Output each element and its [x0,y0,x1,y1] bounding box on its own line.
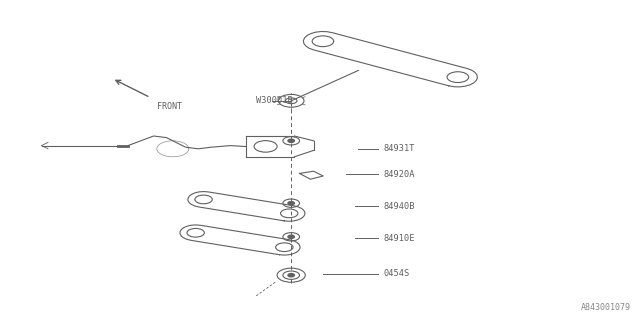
Text: FRONT: FRONT [157,102,182,111]
Text: 84920A: 84920A [384,170,415,179]
Text: 84940B: 84940B [384,202,415,211]
Circle shape [288,274,294,277]
Text: W30001B: W30001B [256,96,292,105]
Text: 84910E: 84910E [384,234,415,243]
Circle shape [288,202,294,205]
Circle shape [288,139,294,142]
Circle shape [288,235,294,238]
Text: A843001079: A843001079 [580,303,630,312]
Text: 84931T: 84931T [384,144,415,153]
Text: 0454S: 0454S [384,269,410,278]
